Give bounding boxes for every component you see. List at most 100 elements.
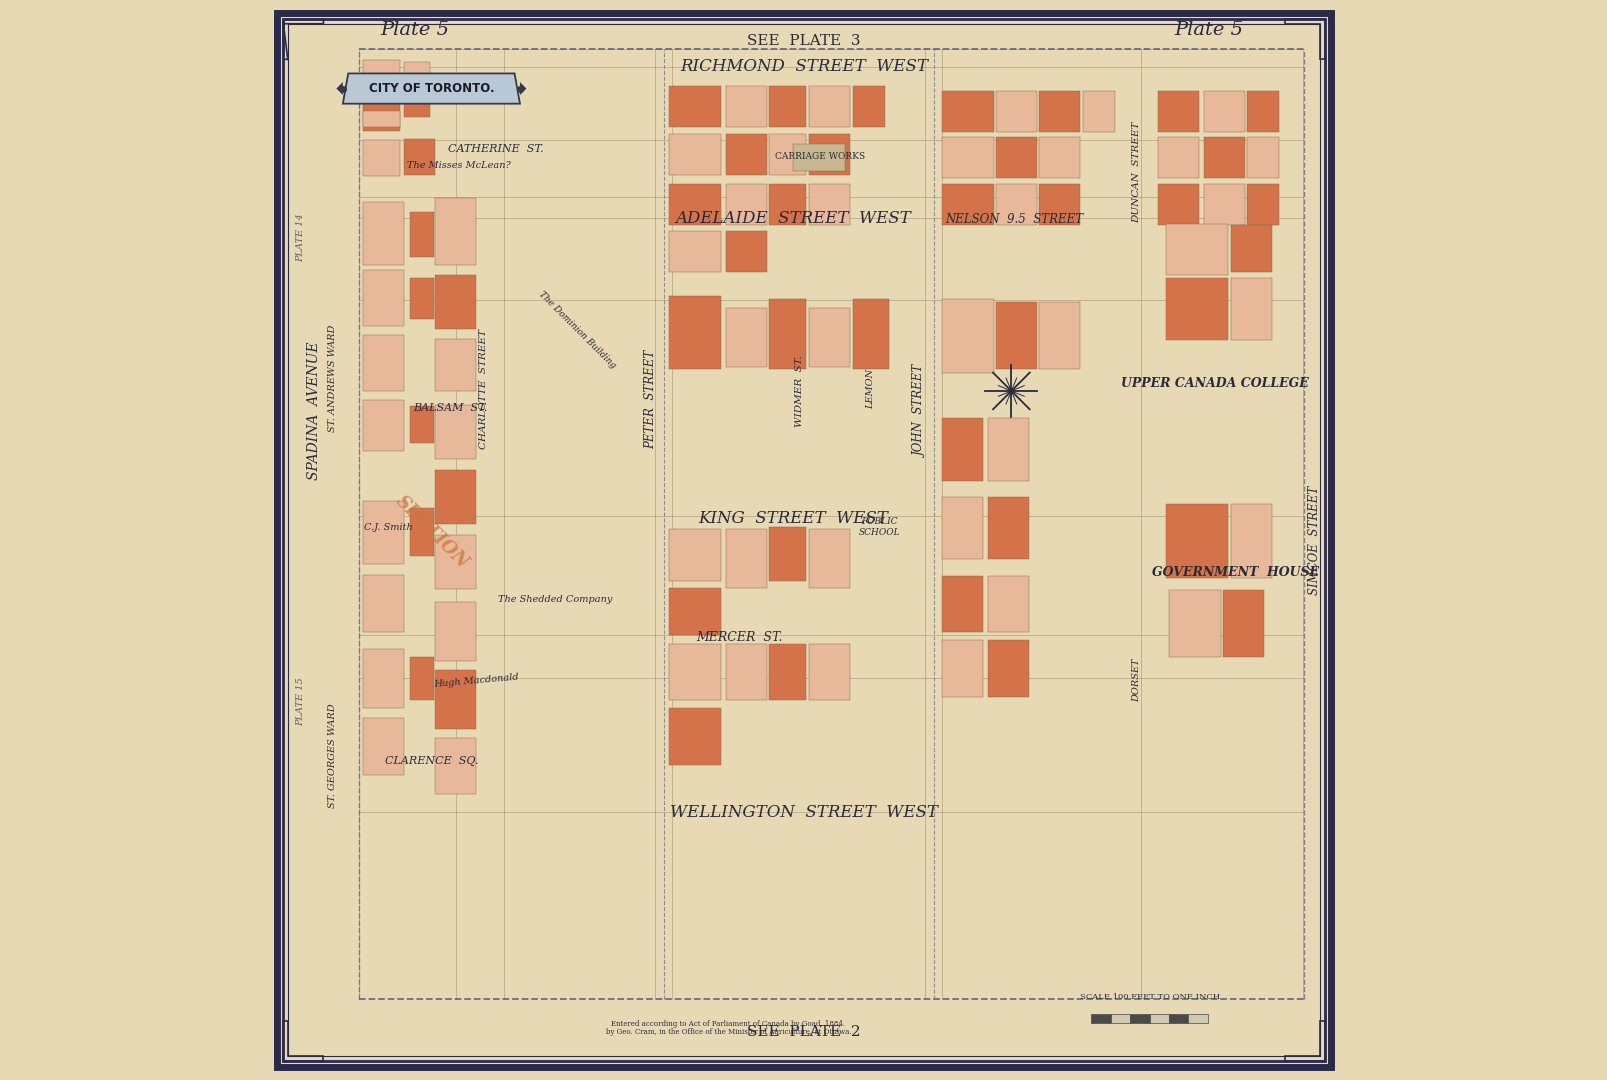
Text: WELLINGTON  STREET  WEST: WELLINGTON STREET WEST [670, 804, 937, 821]
Bar [1223, 590, 1263, 657]
Text: CLARENCE  SQ.: CLARENCE SQ. [384, 756, 479, 767]
Bar [942, 576, 982, 632]
Text: MERCER  ST.: MERCER ST. [696, 631, 783, 644]
Bar [434, 602, 476, 661]
Bar [403, 62, 431, 81]
Text: SEE  PLATE  2: SEE PLATE 2 [747, 1026, 860, 1039]
Text: LEMON: LEMON [866, 368, 874, 409]
Bar [1245, 184, 1279, 225]
Bar [434, 405, 476, 459]
Text: CARRIAGE WORKS: CARRIAGE WORKS [775, 152, 865, 161]
Bar [770, 527, 805, 581]
Bar [434, 738, 476, 794]
Bar [669, 134, 720, 175]
Bar [726, 134, 767, 175]
Bar [669, 644, 720, 700]
Bar [1229, 278, 1271, 340]
Text: ST. ANDREWS WARD: ST. ANDREWS WARD [328, 324, 336, 432]
Text: CHARLOTTE  STREET: CHARLOTTE STREET [479, 329, 487, 448]
Bar [942, 640, 982, 697]
Bar [942, 137, 993, 178]
Bar [363, 575, 403, 632]
Bar [726, 644, 767, 700]
Bar [808, 529, 850, 588]
Bar [1082, 91, 1114, 132]
Bar [363, 82, 400, 131]
Bar [1204, 91, 1244, 132]
Bar [669, 296, 720, 369]
Bar [410, 278, 434, 319]
Bar [403, 86, 431, 117]
Bar [987, 640, 1028, 697]
Bar [1168, 590, 1220, 657]
Bar [410, 406, 434, 443]
Text: KING  STREET  WEST: KING STREET WEST [697, 510, 887, 527]
Bar [726, 86, 767, 127]
Bar [363, 202, 403, 265]
Text: Entered according to Act of Parliament of Canada by Goad, 1884.: Entered according to Act of Parliament o… [611, 1020, 845, 1028]
Text: SEE  PLATE  3: SEE PLATE 3 [747, 35, 860, 48]
Bar [1245, 137, 1279, 178]
Text: PUBLIC
SCHOOL: PUBLIC SCHOOL [858, 517, 900, 537]
Bar [1130, 1014, 1149, 1023]
Bar [1204, 184, 1244, 225]
Bar [363, 400, 403, 451]
Text: PETER  STREET: PETER STREET [644, 350, 657, 449]
Bar [410, 508, 434, 556]
Bar [942, 91, 993, 132]
Text: RICHMOND  STREET  WEST: RICHMOND STREET WEST [680, 58, 927, 76]
Bar [1157, 137, 1199, 178]
Bar [1165, 504, 1228, 578]
Polygon shape [336, 82, 342, 95]
Bar [726, 529, 767, 588]
Text: Hugh Macdonald: Hugh Macdonald [434, 672, 519, 689]
Bar [770, 134, 805, 175]
Text: NELSON  9.5  STREET: NELSON 9.5 STREET [945, 213, 1083, 226]
Bar [434, 339, 476, 391]
Bar [669, 231, 720, 272]
Bar [1157, 91, 1199, 132]
Bar [403, 139, 434, 175]
Bar [996, 184, 1037, 225]
Bar [770, 86, 805, 127]
Bar [770, 299, 805, 369]
Bar [363, 335, 403, 391]
Text: BALSAM  ST.: BALSAM ST. [413, 403, 487, 414]
Bar [669, 588, 720, 635]
Text: PLATE 15: PLATE 15 [296, 677, 305, 727]
Bar [942, 497, 982, 559]
Bar [1229, 225, 1271, 272]
Bar [363, 649, 403, 708]
Bar [770, 184, 805, 225]
Bar [1229, 504, 1271, 578]
Bar [1038, 184, 1080, 225]
Text: CATHERINE  ST.: CATHERINE ST. [448, 144, 543, 154]
Bar [363, 270, 403, 326]
Bar [808, 644, 850, 700]
Bar [669, 708, 720, 765]
Bar [1038, 91, 1080, 132]
Bar [434, 198, 476, 265]
Text: SPADINA  AVENUE: SPADINA AVENUE [307, 341, 320, 480]
Bar [410, 212, 434, 257]
Bar [1165, 224, 1228, 275]
Text: SIMCOE  STREET: SIMCOE STREET [1308, 485, 1321, 595]
Bar [996, 137, 1037, 178]
Bar [434, 535, 476, 589]
Bar [363, 111, 400, 127]
Bar [1149, 1014, 1168, 1023]
Bar [410, 657, 434, 700]
Text: SCALE 100 FEET TO ONE INCH: SCALE 100 FEET TO ONE INCH [1078, 993, 1218, 1001]
Text: WIDMER  ST.: WIDMER ST. [795, 355, 804, 427]
Bar [1110, 1014, 1130, 1023]
Bar [434, 275, 476, 329]
Bar [363, 718, 403, 775]
Bar [669, 529, 720, 581]
Bar [363, 501, 403, 564]
Bar [852, 86, 884, 127]
Bar [1165, 278, 1228, 340]
Bar [852, 299, 889, 369]
Bar [1204, 137, 1244, 178]
Bar [808, 308, 850, 367]
Text: UPPER CANADA COLLEGE: UPPER CANADA COLLEGE [1120, 377, 1308, 390]
